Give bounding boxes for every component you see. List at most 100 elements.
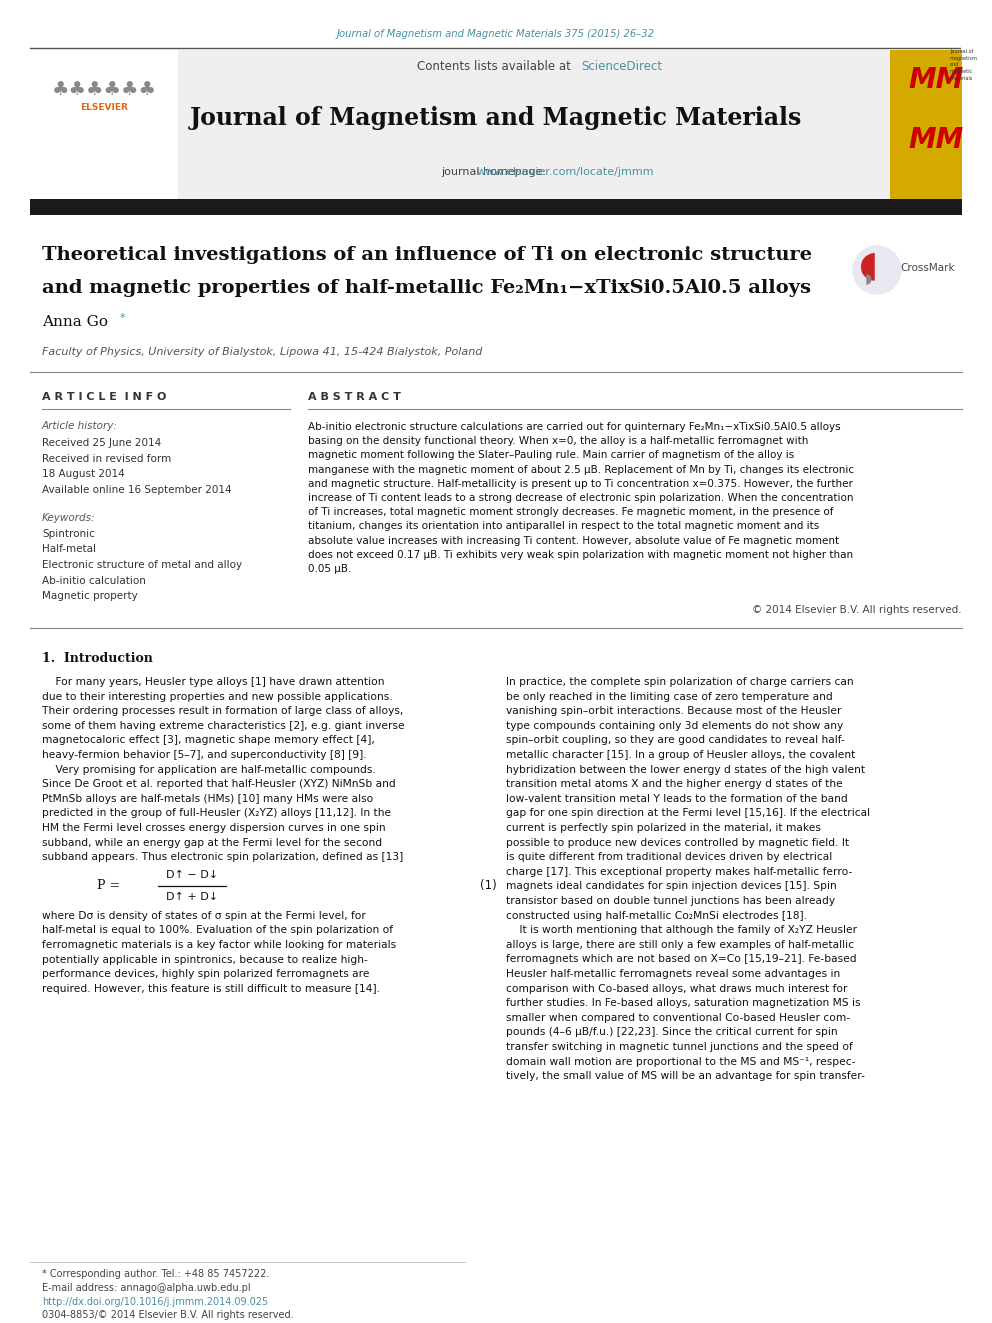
Text: Electronic structure of metal and alloy: Electronic structure of metal and alloy	[42, 560, 242, 570]
Text: PtMnSb alloys are half-metals (HMs) [10] many HMs were also: PtMnSb alloys are half-metals (HMs) [10]…	[42, 794, 373, 804]
Text: 18 August 2014: 18 August 2014	[42, 468, 125, 479]
Text: Received 25 June 2014: Received 25 June 2014	[42, 438, 162, 448]
Text: ◗: ◗	[864, 271, 872, 284]
Text: MM: MM	[908, 126, 963, 153]
Text: subband appears. Thus electronic spin polarization, defined as [13]: subband appears. Thus electronic spin po…	[42, 852, 404, 863]
Text: gap for one spin direction at the Fermi level [15,16]. If the electrical: gap for one spin direction at the Fermi …	[506, 808, 870, 819]
Text: Available online 16 September 2014: Available online 16 September 2014	[42, 486, 231, 495]
Text: due to their interesting properties and new possible applications.: due to their interesting properties and …	[42, 692, 393, 701]
Text: is quite different from traditional devices driven by electrical: is quite different from traditional devi…	[506, 852, 832, 863]
Text: Contents lists available at: Contents lists available at	[418, 60, 574, 73]
Text: www.elsevier.com/locate/jmmm: www.elsevier.com/locate/jmmm	[476, 167, 654, 177]
Text: Journal of Magnetism and Magnetic Materials: Journal of Magnetism and Magnetic Materi…	[189, 106, 803, 130]
Text: magnets ideal candidates for spin injection devices [15]. Spin: magnets ideal candidates for spin inject…	[506, 881, 836, 892]
Text: Magnetic property: Magnetic property	[42, 591, 138, 601]
Text: spin–orbit coupling, so they are good candidates to reveal half-: spin–orbit coupling, so they are good ca…	[506, 736, 845, 745]
Text: hybridization between the lower energy d states of the high valent: hybridization between the lower energy d…	[506, 765, 865, 774]
Text: does not exceed 0.17 μB. Ti exhibits very weak spin polarization with magnetic m: does not exceed 0.17 μB. Ti exhibits ver…	[308, 550, 853, 560]
Text: alloys is large, there are still only a few examples of half-metallic: alloys is large, there are still only a …	[506, 939, 854, 950]
FancyBboxPatch shape	[30, 50, 178, 200]
Text: Received in revised form: Received in revised form	[42, 454, 172, 464]
Text: 0304-8853/© 2014 Elsevier B.V. All rights reserved.: 0304-8853/© 2014 Elsevier B.V. All right…	[42, 1310, 294, 1320]
Text: ELSEVIER: ELSEVIER	[80, 103, 128, 112]
Text: some of them having extreme characteristics [2], e.g. giant inverse: some of them having extreme characterist…	[42, 721, 405, 730]
Text: ferromagnets which are not based on X=Co [15,19–21]. Fe-based: ferromagnets which are not based on X=Co…	[506, 954, 857, 964]
Text: HM the Fermi level crosses energy dispersion curves in one spin: HM the Fermi level crosses energy disper…	[42, 823, 386, 833]
Text: In practice, the complete spin polarization of charge carriers can: In practice, the complete spin polarizat…	[506, 677, 854, 687]
Text: Theoretical investigations of an influence of Ti on electronic structure: Theoretical investigations of an influen…	[42, 246, 812, 265]
Text: P =: P =	[97, 880, 120, 892]
Text: be only reached in the limiting case of zero temperature and: be only reached in the limiting case of …	[506, 692, 832, 701]
Text: CrossMark: CrossMark	[900, 263, 954, 273]
Text: tively, the small value of MS will be an advantage for spin transfer-: tively, the small value of MS will be an…	[506, 1072, 865, 1081]
Text: © 2014 Elsevier B.V. All rights reserved.: © 2014 Elsevier B.V. All rights reserved…	[752, 605, 962, 615]
Text: ferromagnetic materials is a key factor while looking for materials: ferromagnetic materials is a key factor …	[42, 941, 396, 950]
Text: Journal of
magnetism
and
magnetic
materials: Journal of magnetism and magnetic materi…	[950, 49, 978, 81]
Text: possible to produce new devices controlled by magnetic field. It: possible to produce new devices controll…	[506, 837, 849, 848]
Text: performance devices, highly spin polarized ferromagnets are: performance devices, highly spin polariz…	[42, 970, 369, 979]
Text: vanishing spin–orbit interactions. Because most of the Heusler: vanishing spin–orbit interactions. Becau…	[506, 706, 841, 716]
Text: required. However, this feature is still difficult to measure [14].: required. However, this feature is still…	[42, 984, 380, 994]
Text: charge [17]. This exceptional property makes half-metallic ferro-: charge [17]. This exceptional property m…	[506, 867, 852, 877]
Text: Faculty of Physics, University of Bialystok, Lipowa 41, 15-424 Bialystok, Poland: Faculty of Physics, University of Bialys…	[42, 347, 482, 357]
Text: manganese with the magnetic moment of about 2.5 μB. Replacement of Mn by Ti, cha: manganese with the magnetic moment of ab…	[308, 464, 854, 475]
Text: Anna Go: Anna Go	[42, 315, 108, 329]
Text: low-valent transition metal Y leads to the formation of the band: low-valent transition metal Y leads to t…	[506, 794, 848, 804]
Text: For many years, Heusler type alloys [1] have drawn attention: For many years, Heusler type alloys [1] …	[42, 677, 385, 687]
FancyBboxPatch shape	[30, 198, 962, 216]
Text: D↑ + D↓: D↑ + D↓	[166, 892, 218, 902]
Text: MM: MM	[908, 66, 963, 94]
Text: Spintronic: Spintronic	[42, 529, 95, 538]
Text: type compounds containing only 3d elements do not show any: type compounds containing only 3d elemen…	[506, 721, 843, 730]
Text: Journal of Magnetism and Magnetic Materials 375 (2015) 26–32: Journal of Magnetism and Magnetic Materi…	[337, 29, 655, 38]
Text: 0.05 μB.: 0.05 μB.	[308, 564, 351, 574]
Text: 1.  Introduction: 1. Introduction	[42, 651, 153, 664]
Circle shape	[853, 246, 901, 294]
Text: transfer switching in magnetic tunnel junctions and the speed of: transfer switching in magnetic tunnel ju…	[506, 1043, 853, 1052]
Text: further studies. In Fe-based alloys, saturation magnetization MS is: further studies. In Fe-based alloys, sat…	[506, 998, 860, 1008]
Text: pounds (4–6 μB/f.u.) [22,23]. Since the critical current for spin: pounds (4–6 μB/f.u.) [22,23]. Since the …	[506, 1028, 837, 1037]
FancyBboxPatch shape	[30, 50, 890, 200]
Text: half-metal is equal to 100%. Evaluation of the spin polarization of: half-metal is equal to 100%. Evaluation …	[42, 925, 393, 935]
Text: transition metal atoms X and the higher energy d states of the: transition metal atoms X and the higher …	[506, 779, 843, 790]
Text: * Corresponding author. Tel.: +48 85 7457222.: * Corresponding author. Tel.: +48 85 745…	[42, 1269, 270, 1279]
Text: It is worth mentioning that although the family of X₂YZ Heusler: It is worth mentioning that although the…	[506, 925, 857, 935]
Text: Half-metal: Half-metal	[42, 545, 96, 554]
Text: increase of Ti content leads to a strong decrease of electronic spin polarizatio: increase of Ti content leads to a strong…	[308, 493, 853, 503]
Text: Heusler half-metallic ferromagnets reveal some advantages in: Heusler half-metallic ferromagnets revea…	[506, 968, 840, 979]
Text: E-mail address: annago@alpha.uwb.edu.pl: E-mail address: annago@alpha.uwb.edu.pl	[42, 1283, 251, 1293]
Text: Since De Groot et al. reported that half-Heusler (XYZ) NiMnSb and: Since De Groot et al. reported that half…	[42, 779, 396, 790]
Text: ♣♣♣♣♣♣: ♣♣♣♣♣♣	[52, 81, 157, 99]
Text: ScienceDirect: ScienceDirect	[581, 60, 663, 73]
Text: comparison with Co-based alloys, what draws much interest for: comparison with Co-based alloys, what dr…	[506, 983, 847, 994]
Text: Very promising for application are half-metallic compounds.: Very promising for application are half-…	[42, 765, 376, 774]
Text: A R T I C L E  I N F O: A R T I C L E I N F O	[42, 392, 167, 402]
Text: *: *	[120, 314, 126, 323]
Text: http://dx.doi.org/10.1016/j.jmmm.2014.09.025: http://dx.doi.org/10.1016/j.jmmm.2014.09…	[42, 1297, 268, 1307]
Text: titanium, changes its orientation into antiparallel in respect to the total magn: titanium, changes its orientation into a…	[308, 521, 819, 532]
Text: magnetocaloric effect [3], magnetic shape memory effect [4],: magnetocaloric effect [3], magnetic shap…	[42, 736, 375, 745]
Text: of Ti increases, total magnetic moment strongly decreases. Fe magnetic moment, i: of Ti increases, total magnetic moment s…	[308, 507, 833, 517]
Text: constructed using half-metallic Co₂MnSi electrodes [18].: constructed using half-metallic Co₂MnSi …	[506, 910, 807, 921]
Text: where Dσ is density of states of σ spin at the Fermi level, for: where Dσ is density of states of σ spin …	[42, 910, 366, 921]
Text: absolute value increases with increasing Ti content. However, absolute value of : absolute value increases with increasing…	[308, 536, 839, 545]
Text: transistor based on double tunnel junctions has been already: transistor based on double tunnel juncti…	[506, 896, 835, 906]
Text: Article history:: Article history:	[42, 421, 118, 431]
Text: subband, while an energy gap at the Fermi level for the second: subband, while an energy gap at the Ferm…	[42, 837, 382, 848]
FancyBboxPatch shape	[890, 50, 962, 200]
Text: Ab-initio electronic structure calculations are carried out for quinternary Fe₂M: Ab-initio electronic structure calculati…	[308, 422, 840, 433]
Text: and magnetic structure. Half-metallicity is present up to Ti concentration x=0.3: and magnetic structure. Half-metallicity…	[308, 479, 853, 488]
Text: A B S T R A C T: A B S T R A C T	[308, 392, 401, 402]
Text: Ab-initio calculation: Ab-initio calculation	[42, 576, 146, 586]
Text: ◖: ◖	[858, 247, 878, 282]
Text: journal homepage:: journal homepage:	[441, 167, 551, 177]
Text: Keywords:: Keywords:	[42, 513, 95, 523]
Text: basing on the density functional theory. When x=0, the alloy is a half-metallic : basing on the density functional theory.…	[308, 437, 808, 446]
Text: Their ordering processes result in formation of large class of alloys,: Their ordering processes result in forma…	[42, 706, 404, 716]
Text: current is perfectly spin polarized in the material, it makes: current is perfectly spin polarized in t…	[506, 823, 820, 833]
Text: domain wall motion are proportional to the MS and MS⁻¹, respec-: domain wall motion are proportional to t…	[506, 1057, 855, 1066]
Text: and magnetic properties of half-metallic Fe₂Mn₁−xTixSi0.5Al0.5 alloys: and magnetic properties of half-metallic…	[42, 279, 811, 296]
Text: (1): (1)	[480, 880, 497, 892]
Text: magnetic moment following the Slater–Pauling rule. Main carrier of magnetism of : magnetic moment following the Slater–Pau…	[308, 450, 795, 460]
Text: heavy-fermion behavior [5–7], and superconductivity [8] [9].: heavy-fermion behavior [5–7], and superc…	[42, 750, 367, 759]
